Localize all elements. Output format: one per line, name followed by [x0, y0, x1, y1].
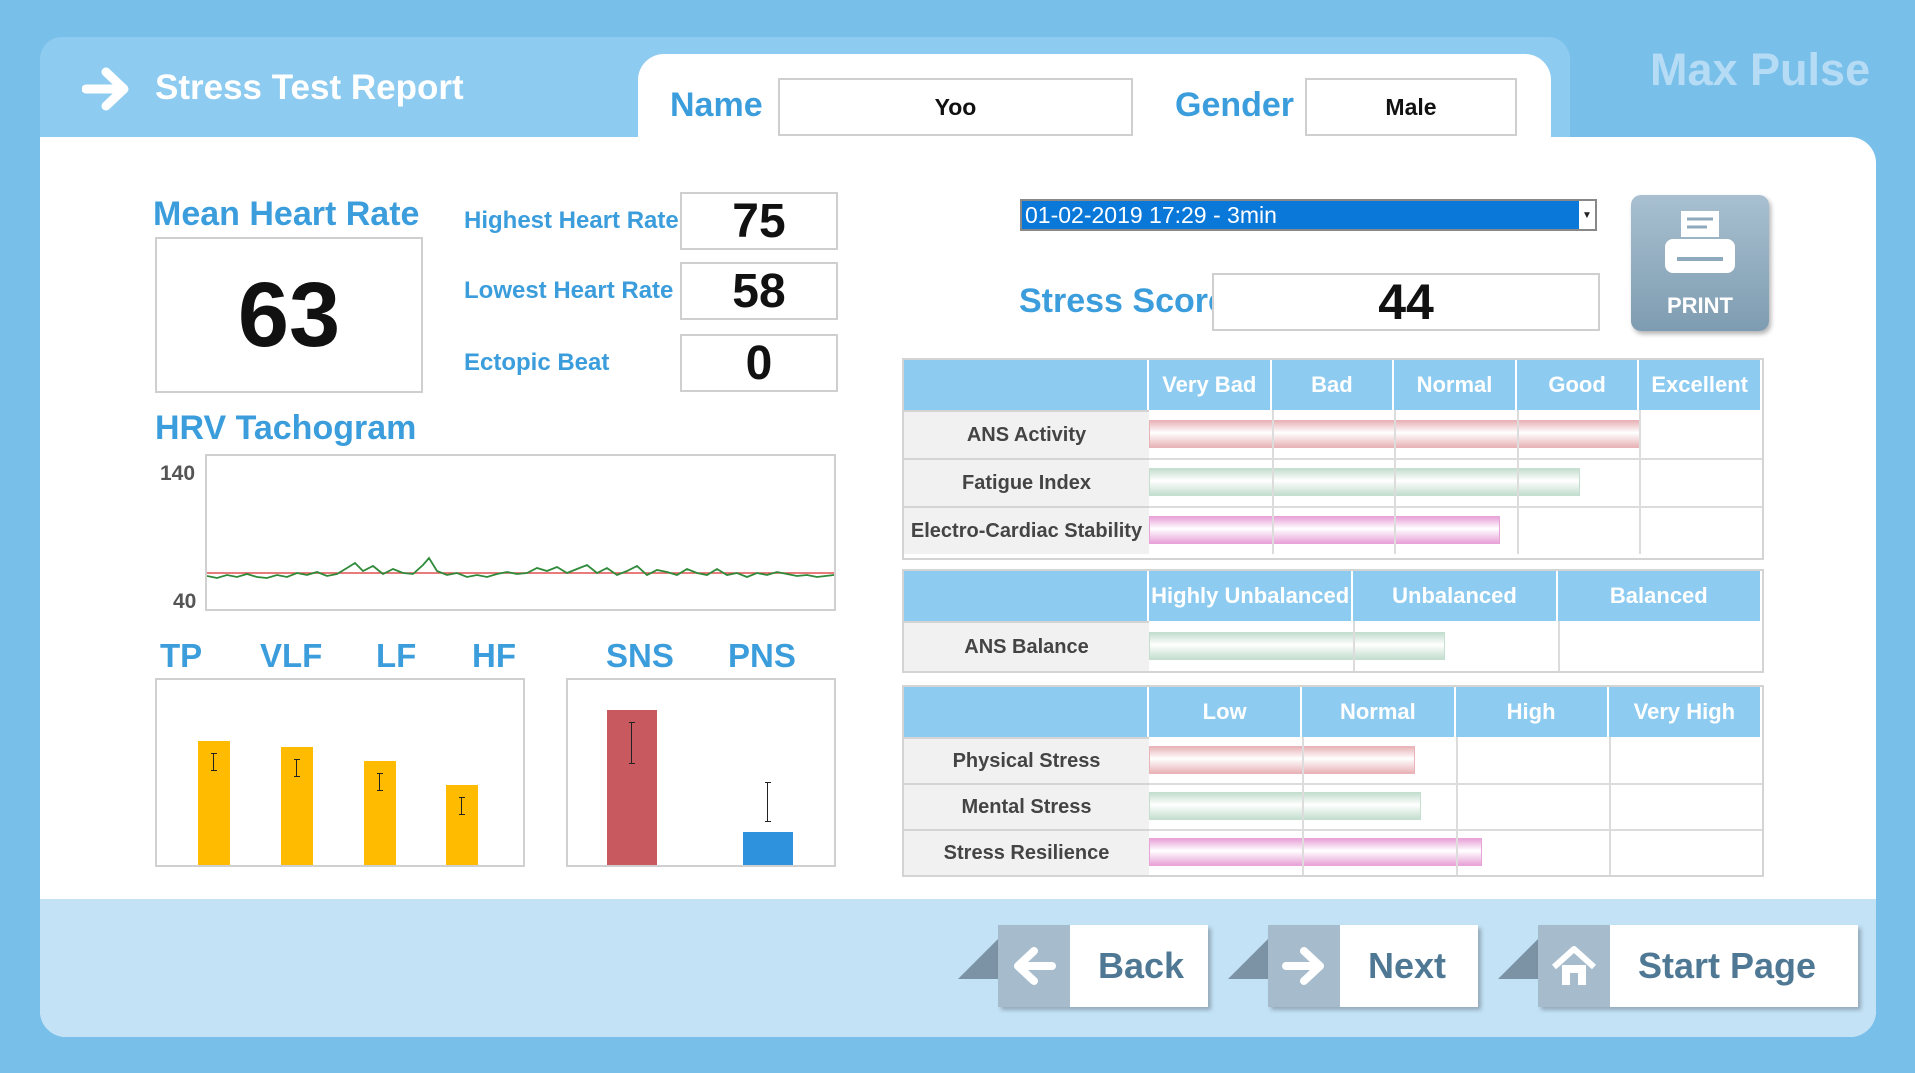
back-label: Back — [1098, 945, 1185, 986]
start-page-button[interactable]: Start Page — [1538, 925, 1858, 1007]
ans-activity-header-4: Excellent — [1639, 360, 1762, 410]
arrow-right-icon — [81, 66, 132, 117]
ectopic-beat-label: Ectopic Beat — [464, 349, 610, 376]
ans-balance-table: Highly Unbalanced Unbalanced Balanced ANS B… — [902, 569, 1764, 673]
page-title: Stress Test Report — [155, 68, 464, 107]
error-bar — [377, 773, 383, 791]
ans-balance-header-1: Unbalanced — [1353, 571, 1558, 621]
stress-bar — [1149, 746, 1415, 774]
arrow-right-icon — [1268, 925, 1340, 1007]
sns-pns-bar-chart — [566, 678, 836, 867]
print-label: PRINT — [1667, 293, 1733, 318]
stress-table: Low Normal High Very High Physical Stress Men… — [902, 685, 1764, 877]
home-icon — [1538, 925, 1610, 1007]
hrv-bar-vlf — [281, 747, 313, 865]
stress-row-label: Physical Stress — [904, 737, 1149, 783]
ans-activity-bar — [1149, 516, 1500, 544]
tachogram-line — [206, 556, 835, 579]
stress-score-value: 44 — [1212, 273, 1600, 331]
stress-header-1: Normal — [1302, 687, 1456, 737]
ans-balance-header-2: Balanced — [1557, 571, 1762, 621]
stress-bar — [1149, 792, 1421, 820]
hrv-bar-tp — [198, 741, 230, 865]
tachogram-y-max: 140 — [160, 462, 196, 485]
next-label: Next — [1368, 945, 1447, 986]
highest-heart-rate-value: 75 — [680, 192, 838, 250]
hrv-tachogram-title: HRV Tachogram — [155, 409, 417, 447]
name-field[interactable]: Yoo — [778, 78, 1133, 136]
ans-activity-bar — [1149, 468, 1580, 496]
report-card: Mean Heart Rate 63 Highest Heart Rate 75… — [40, 137, 1876, 1037]
ans-balance-header-corner — [904, 571, 1149, 621]
footer-bar: Back Next Start Page — [40, 899, 1876, 1037]
start-button-shadow — [1498, 939, 1538, 979]
print-button[interactable]: PRINT — [1631, 195, 1769, 331]
start-page-label: Start Page — [1638, 945, 1817, 986]
ans-bar-pns — [743, 782, 793, 865]
ans-activity-header-3: Good — [1516, 360, 1640, 410]
error-bar — [459, 797, 465, 815]
arrow-left-icon — [998, 925, 1070, 1007]
next-button-shadow — [1228, 939, 1268, 979]
sns-label: SNS — [606, 637, 674, 674]
brand-logo: Max Pulse — [1650, 44, 1871, 95]
hrv-bar-hf — [446, 785, 478, 865]
tachogram-chart — [205, 454, 836, 611]
tp-label: TP — [160, 637, 203, 674]
hrv-bar-chart — [155, 678, 525, 867]
lf-label: LF — [376, 637, 417, 674]
session-select[interactable]: 01-02-2019 17:29 - 3min ▼ — [1020, 199, 1597, 231]
stress-header-3: Very High — [1608, 687, 1762, 737]
mean-heart-rate-value: 63 — [155, 237, 423, 393]
next-button[interactable]: Next — [1268, 925, 1478, 1007]
ans-activity-row-label: Electro-Cardiac Stability — [904, 506, 1149, 554]
back-button-shadow — [958, 939, 998, 979]
ans-activity-header-0: Very Bad — [1149, 360, 1272, 410]
stress-bar — [1149, 838, 1482, 866]
stress-header-2: High — [1455, 687, 1609, 737]
name-label: Name — [670, 86, 763, 124]
hrv-bar-lf — [364, 761, 396, 865]
session-select-value: 01-02-2019 17:29 - 3min — [1022, 201, 1579, 229]
ans-activity-row-label: ANS Activity — [904, 410, 1149, 458]
tachogram-y-min: 40 — [173, 590, 197, 613]
stress-score-label: Stress Score — [1019, 282, 1227, 320]
pns-label: PNS — [728, 637, 796, 674]
stress-row-label: Stress Resilience — [904, 829, 1149, 875]
ans-activity-header-corner — [904, 360, 1149, 410]
back-button[interactable]: Back — [998, 925, 1208, 1007]
printer-icon — [1663, 209, 1737, 282]
gender-field[interactable]: Male — [1305, 78, 1517, 136]
lowest-heart-rate-label: Lowest Heart Rate — [464, 277, 674, 304]
ans-balance-row-label: ANS Balance — [904, 621, 1149, 671]
error-bar — [294, 759, 300, 777]
ans-activity-table: Very Bad Bad Normal Good Excellent ANS Activi… — [902, 358, 1764, 560]
error-bar — [765, 782, 771, 822]
ans-activity-header-1: Bad — [1271, 360, 1395, 410]
hf-label: HF — [472, 637, 516, 674]
stress-header-corner — [904, 687, 1149, 737]
gender-label: Gender — [1175, 86, 1295, 124]
vlf-label: VLF — [260, 637, 323, 674]
ectopic-beat-value: 0 — [680, 334, 838, 392]
error-bar — [211, 753, 217, 771]
ans-balance-header-0: Highly Unbalanced — [1149, 571, 1354, 621]
mean-heart-rate-label: Mean Heart Rate — [153, 195, 420, 233]
stress-header-0: Low — [1149, 687, 1303, 737]
stress-row-label: Mental Stress — [904, 783, 1149, 829]
ans-balance-bar — [1149, 632, 1445, 660]
lowest-heart-rate-value: 58 — [680, 262, 838, 320]
highest-heart-rate-label: Highest Heart Rate — [464, 207, 679, 234]
ans-activity-header-2: Normal — [1394, 360, 1517, 410]
error-bar — [629, 722, 635, 764]
ans-activity-row-label: Fatigue Index — [904, 458, 1149, 506]
ans-bar-sns — [607, 710, 657, 865]
chevron-down-icon[interactable]: ▼ — [1582, 209, 1592, 221]
